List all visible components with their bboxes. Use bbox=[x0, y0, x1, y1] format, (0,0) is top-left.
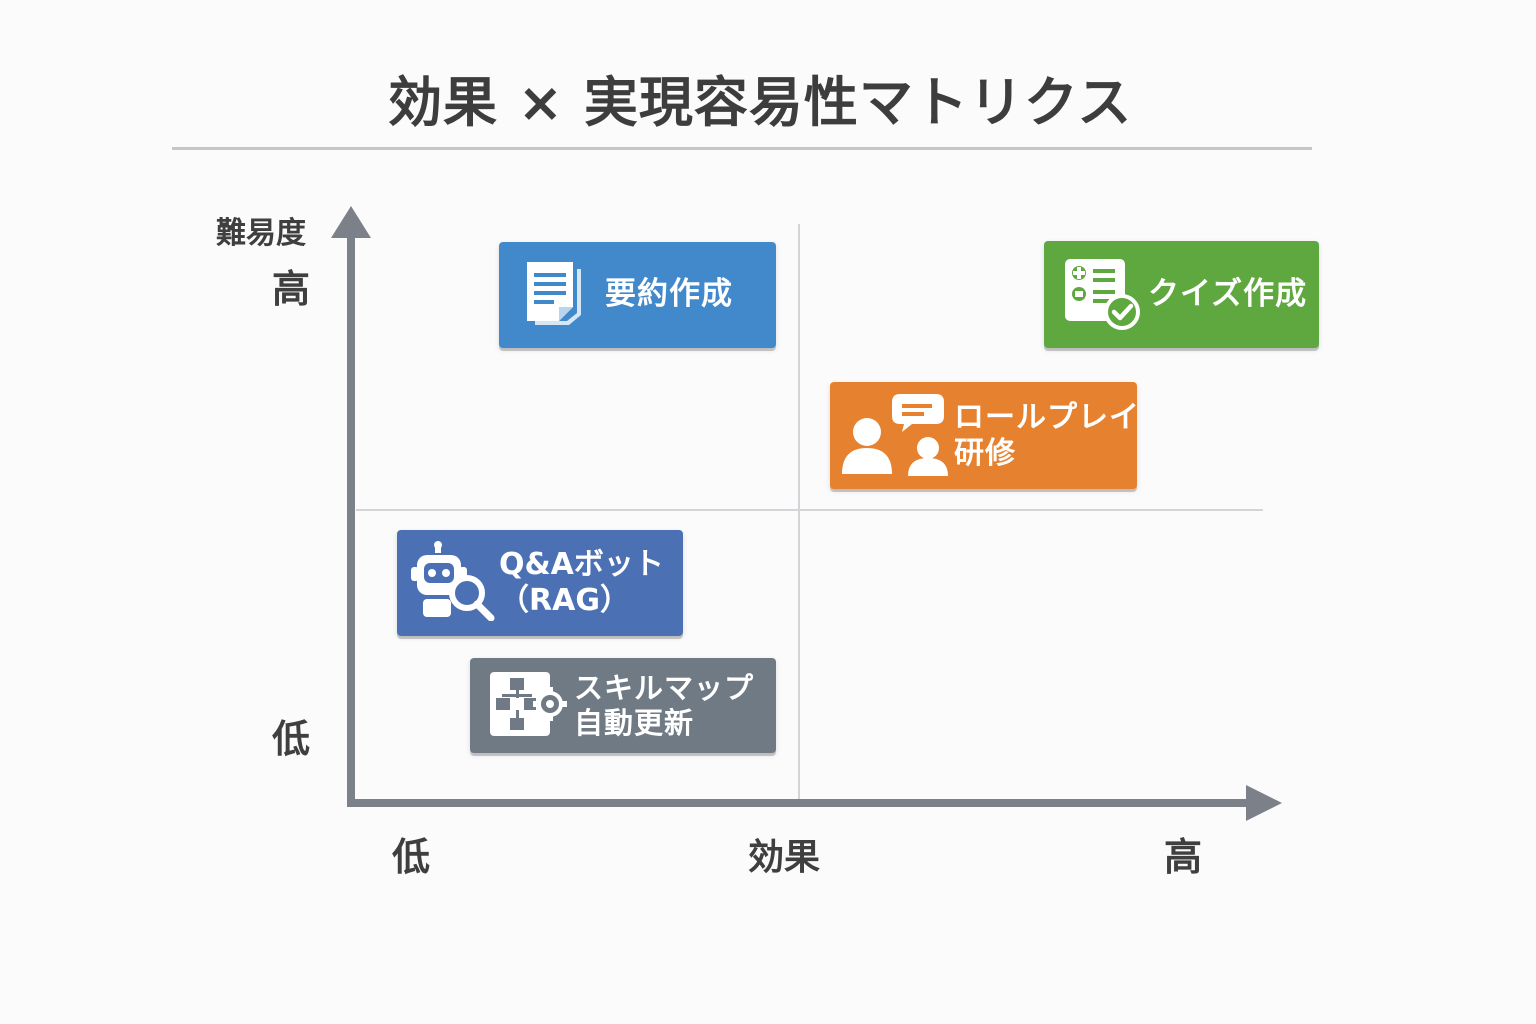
card-qa-bot-line-1: Q&Aボット bbox=[499, 547, 664, 582]
y-axis-arrowhead bbox=[331, 206, 371, 238]
y-axis-low-label: 低 bbox=[272, 717, 311, 761]
card-quiz-label: クイズ作成 bbox=[1148, 276, 1307, 313]
people-chat-icon bbox=[840, 392, 948, 480]
card-summary-line-1: 要約作成 bbox=[605, 276, 733, 313]
card-roleplay-label: ロールプレイ 研修 bbox=[954, 400, 1140, 472]
x-axis-high-label: 高 bbox=[1164, 835, 1203, 879]
page-title: 効果 × 実現容易性マトリクス bbox=[388, 71, 1133, 134]
y-axis-high-label: 高 bbox=[272, 267, 311, 311]
card-roleplay: ロールプレイ 研修 bbox=[830, 382, 1140, 489]
card-summary: 要約作成 bbox=[499, 242, 776, 348]
card-summary-label: 要約作成 bbox=[605, 276, 733, 313]
title-divider bbox=[172, 147, 1312, 150]
card-roleplay-line-2: 研修 bbox=[954, 435, 1016, 471]
document-icon bbox=[523, 259, 591, 331]
card-skill-map-line-2: 自動更新 bbox=[574, 705, 695, 740]
card-skill-map-line-1: スキルマップ bbox=[574, 670, 755, 705]
card-skill-map: スキルマップ 自動更新 bbox=[470, 658, 776, 753]
card-qa-bot-label: Q&Aボット （RAG） bbox=[499, 547, 664, 619]
x-axis-title: 効果 bbox=[748, 837, 821, 878]
card-roleplay-line-1: ロールプレイ bbox=[954, 399, 1140, 435]
card-quiz-line-1: クイズ作成 bbox=[1148, 275, 1308, 312]
card-qa-bot: Q&Aボット （RAG） bbox=[397, 530, 683, 636]
flowchart-gear-icon bbox=[488, 670, 568, 742]
y-axis-title: 難易度 bbox=[216, 216, 306, 251]
card-qa-bot-line-2: （RAG） bbox=[499, 583, 630, 618]
card-quiz: クイズ作成 bbox=[1044, 241, 1319, 348]
x-axis-arrowhead bbox=[1246, 785, 1282, 821]
x-axis-low-label: 低 bbox=[392, 835, 431, 879]
robot-search-icon bbox=[411, 541, 495, 625]
card-skill-map-label: スキルマップ 自動更新 bbox=[574, 671, 754, 741]
quiz-checklist-icon bbox=[1062, 256, 1142, 334]
